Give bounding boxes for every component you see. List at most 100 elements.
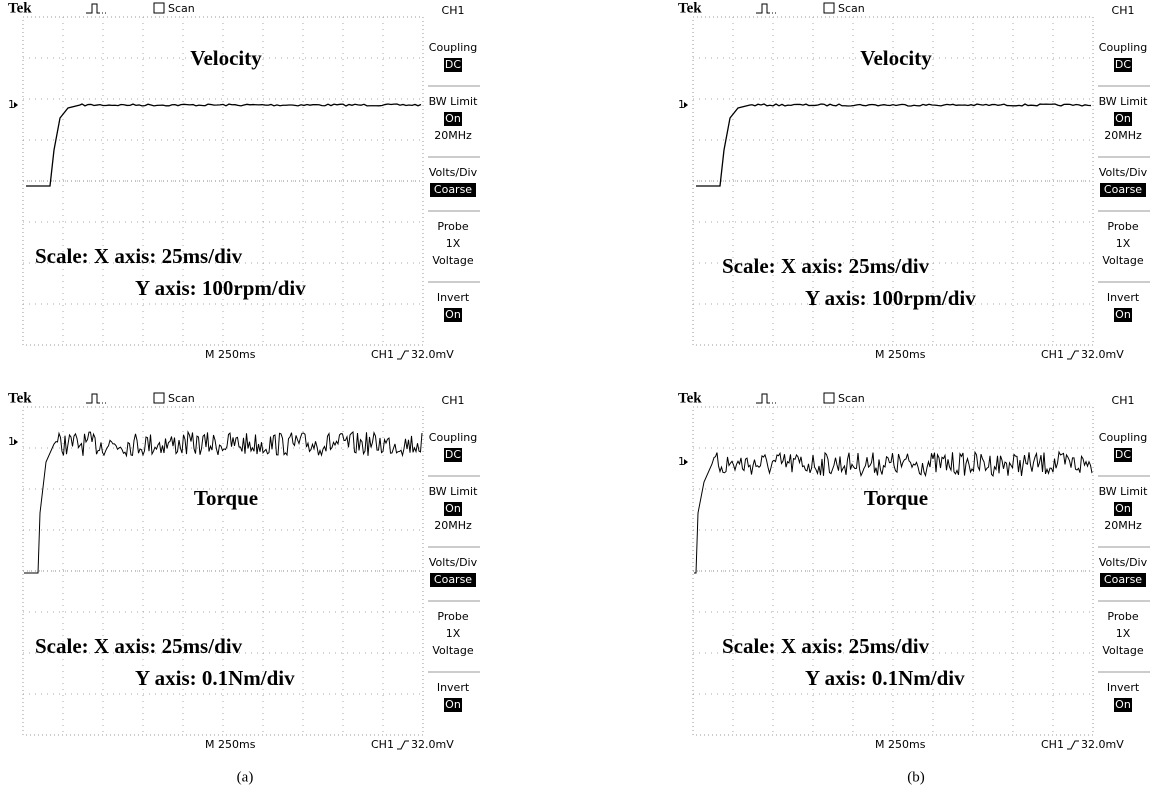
menu-label: Probe xyxy=(437,610,468,623)
trigger-channel: CH1 xyxy=(371,348,394,361)
menu-value: Coarse xyxy=(434,573,472,586)
checkbox xyxy=(824,393,834,403)
trigger-level: 32.0mV xyxy=(411,738,454,751)
menu-value: Coarse xyxy=(1104,183,1142,196)
menu-label: BW Limit xyxy=(1099,95,1148,108)
figure: (a) (b) Tek Scan 1 Velocity Scale: X axis: 2… xyxy=(0,0,1153,800)
channel-marker: 1 xyxy=(8,98,15,111)
scale-x: Scale: X axis: 25ms/div xyxy=(35,634,243,658)
menu-value: On xyxy=(1115,698,1131,711)
menu-note: 20MHz xyxy=(434,519,472,532)
trigger-channel: CH1 xyxy=(371,738,394,751)
mode: Scan xyxy=(838,2,865,15)
scale-y: Y axis: 0.1Nm/div xyxy=(135,666,295,690)
scale-x: Scale: X axis: 25ms/div xyxy=(35,244,243,268)
menu-note: 1X xyxy=(446,237,461,250)
signal-title: Torque xyxy=(864,486,928,510)
menu-note: Voltage xyxy=(1102,644,1143,657)
brand: Tek xyxy=(8,390,32,406)
menu-label: Probe xyxy=(1107,220,1138,233)
menu-label: Coupling xyxy=(1099,431,1147,444)
channel-marker: 1 xyxy=(678,455,685,468)
trigger-icon xyxy=(86,4,106,13)
menu-note: 1X xyxy=(1116,237,1131,250)
mode: Scan xyxy=(168,2,195,15)
signal-title: Velocity xyxy=(190,46,262,70)
menu-channel: CH1 xyxy=(1112,394,1135,407)
menu-label: Probe xyxy=(1107,610,1138,623)
menu-label: BW Limit xyxy=(1099,485,1148,498)
menu-value: DC xyxy=(1115,448,1131,461)
menu-label: Volts/Div xyxy=(1099,166,1148,179)
menu-label: Volts/Div xyxy=(1099,556,1148,569)
slope-icon xyxy=(1067,741,1079,749)
scope-panel: Tek Scan 1 Torque Scale: X axis: 25ms/div Y a… xyxy=(678,390,1150,751)
menu-value: On xyxy=(445,698,461,711)
menu-note: 20MHz xyxy=(434,129,472,142)
menu-label: BW Limit xyxy=(429,95,478,108)
menu-value: On xyxy=(1115,502,1131,515)
menu-label: Volts/Div xyxy=(429,556,478,569)
menu-channel: CH1 xyxy=(442,394,465,407)
menu-value: Coarse xyxy=(1104,573,1142,586)
menu-label: Coupling xyxy=(429,41,477,54)
timebase: M 250ms xyxy=(205,738,256,751)
menu-value: DC xyxy=(445,58,461,71)
menu-label: BW Limit xyxy=(429,485,478,498)
menu-note: 1X xyxy=(1116,627,1131,640)
menu-value: On xyxy=(445,112,461,125)
marker-arrow xyxy=(14,102,18,108)
trigger-icon xyxy=(756,4,776,13)
menu-label: Coupling xyxy=(429,431,477,444)
trigger-level: 32.0mV xyxy=(1081,348,1124,361)
menu-label: Invert xyxy=(437,681,470,694)
menu-value: On xyxy=(445,308,461,321)
menu-channel: CH1 xyxy=(1112,4,1135,17)
trigger-level: 32.0mV xyxy=(1081,738,1124,751)
menu-value: On xyxy=(1115,112,1131,125)
slope-icon xyxy=(397,741,409,749)
channel-marker: 1 xyxy=(8,435,15,448)
brand: Tek xyxy=(678,390,702,406)
caption: (a) xyxy=(237,769,254,785)
menu-label: Invert xyxy=(437,291,470,304)
scope-panel: Tek Scan 1 Torque Scale: X axis: 25ms/div Y a… xyxy=(8,390,480,751)
timebase: M 250ms xyxy=(875,738,926,751)
menu-note: Voltage xyxy=(1102,254,1143,267)
scale-x: Scale: X axis: 25ms/div xyxy=(722,634,930,658)
timebase: M 250ms xyxy=(205,348,256,361)
menu-note: Voltage xyxy=(432,644,473,657)
checkbox xyxy=(824,3,834,13)
menu-note: 20MHz xyxy=(1104,519,1142,532)
brand: Tek xyxy=(678,0,702,16)
trace xyxy=(694,452,1092,573)
signal-title: Velocity xyxy=(860,46,932,70)
scope-panel: Tek Scan 1 Velocity Scale: X axis: 25ms/div Y… xyxy=(678,0,1150,361)
menu-label: Invert xyxy=(1107,681,1140,694)
menu-label: Probe xyxy=(437,220,468,233)
menu-channel: CH1 xyxy=(442,4,465,17)
scale-y: Y axis: 100rpm/div xyxy=(805,286,976,310)
menu-label: Coupling xyxy=(1099,41,1147,54)
menu-value: DC xyxy=(445,448,461,461)
scale-y: Y axis: 0.1Nm/div xyxy=(805,666,965,690)
timebase: M 250ms xyxy=(875,348,926,361)
menu-note: 1X xyxy=(446,627,461,640)
menu-value: DC xyxy=(1115,58,1131,71)
menu-note: 20MHz xyxy=(1104,129,1142,142)
slope-icon xyxy=(1067,351,1079,359)
mode: Scan xyxy=(838,392,865,405)
trigger-icon xyxy=(756,394,776,403)
menu-value: Coarse xyxy=(434,183,472,196)
channel-marker: 1 xyxy=(678,98,685,111)
caption: (b) xyxy=(907,769,925,785)
menu-note: Voltage xyxy=(432,254,473,267)
signal-title: Torque xyxy=(194,486,258,510)
marker-arrow xyxy=(14,439,18,445)
scale-x: Scale: X axis: 25ms/div xyxy=(722,254,930,278)
mode: Scan xyxy=(168,392,195,405)
menu-value: On xyxy=(445,502,461,515)
trigger-channel: CH1 xyxy=(1041,738,1064,751)
trigger-level: 32.0mV xyxy=(411,348,454,361)
